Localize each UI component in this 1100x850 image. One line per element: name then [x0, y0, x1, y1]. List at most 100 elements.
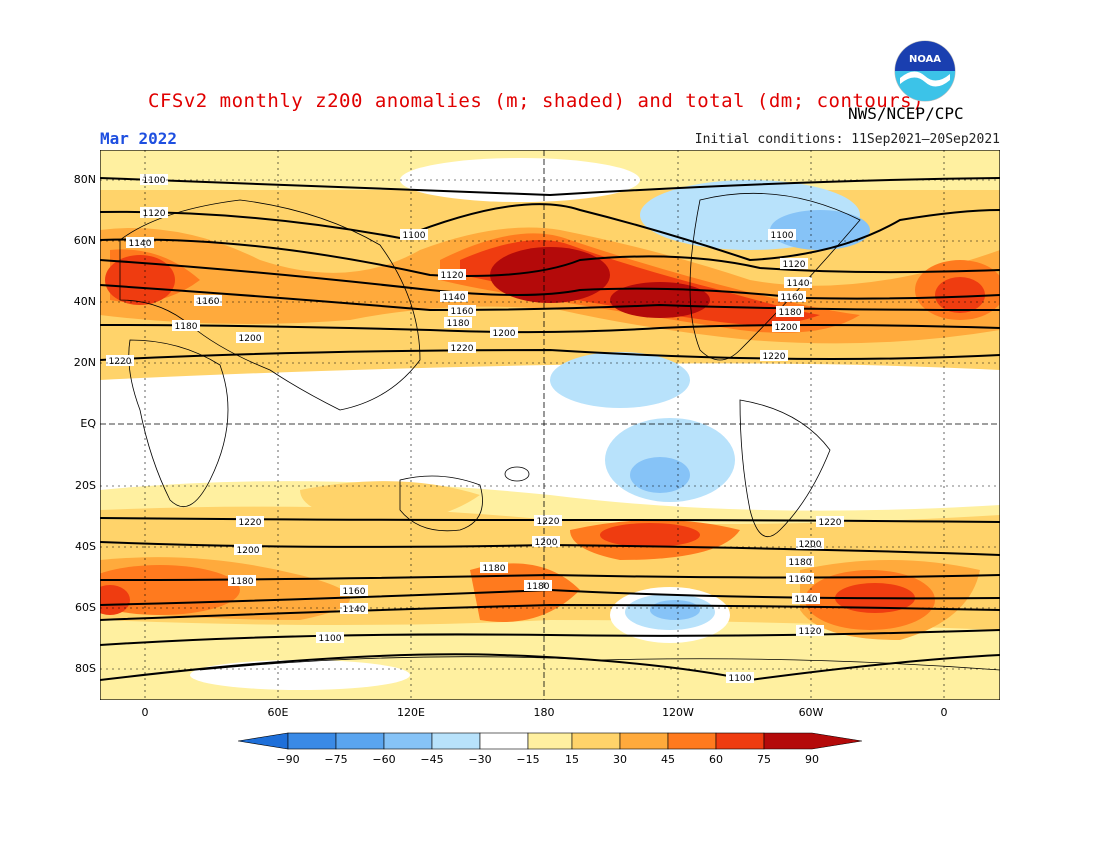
- lat-label: 60S: [75, 601, 96, 614]
- colorbar-tick: 45: [661, 753, 675, 766]
- svg-text:1180: 1180: [447, 319, 470, 329]
- longitude-labels: 0 60E 120E 180 120W 60W 0: [100, 706, 1000, 722]
- contour-label: 1200: [532, 536, 560, 548]
- colorbar-tick: 15: [565, 753, 579, 766]
- lon-label: 120W: [662, 706, 694, 719]
- agency-label: NWS/NCEP/CPC: [848, 104, 964, 123]
- contour-label: 1180: [776, 306, 804, 318]
- lat-label: 20N: [73, 356, 96, 369]
- contour-label: 1140: [784, 277, 812, 289]
- contour-label: 1120: [438, 269, 466, 281]
- contour-label: 1220: [816, 516, 844, 528]
- svg-text:1180: 1180: [175, 322, 198, 332]
- lat-label: 40N: [73, 295, 96, 308]
- colorbar-swatch: [715, 732, 765, 750]
- contour-label: 1180: [480, 562, 508, 574]
- svg-text:1160: 1160: [781, 293, 804, 303]
- colorbar-ticks: −90 −75 −60 −45 −30 −15 15 30 45 60 75 9…: [276, 753, 819, 766]
- lon-label: 0: [940, 706, 948, 719]
- contour-label: 1140: [340, 603, 368, 615]
- colorbar-tick: −45: [420, 753, 443, 766]
- contour-label: 1160: [448, 305, 476, 317]
- colorbar-tick: 90: [805, 753, 819, 766]
- lat-label: EQ: [80, 417, 96, 430]
- svg-text:1220: 1220: [537, 517, 560, 527]
- contour-label: 1120: [796, 625, 824, 637]
- colorbar-tick: −30: [468, 753, 491, 766]
- latitude-labels: 80N 60N 40N 20N EQ 20S 40S 60S 80S: [60, 150, 96, 700]
- colorbar-tick: −90: [276, 753, 299, 766]
- contour-label: 1200: [772, 321, 800, 333]
- anomaly-map: 1100 1120 1140 1160 1180 1200 1220 1100 …: [100, 150, 1000, 700]
- map-title: CFSv2 monthly z200 anomalies (m; shaded)…: [148, 90, 925, 112]
- contour-label: 1180: [524, 580, 552, 592]
- lat-label: 80S: [75, 662, 96, 675]
- initial-conditions: Initial conditions: 11Sep2021–20Sep2021: [694, 132, 1000, 147]
- height-contours: [100, 177, 1000, 682]
- svg-text:1140: 1140: [795, 595, 818, 605]
- svg-text:1120: 1120: [441, 271, 464, 281]
- contour-label: 1100: [400, 229, 428, 241]
- svg-text:1140: 1140: [787, 279, 810, 289]
- contour-label: 1140: [440, 291, 468, 303]
- svg-text:1220: 1220: [451, 344, 474, 354]
- contour-label: 1160: [778, 291, 806, 303]
- contour-label: 1180: [444, 317, 472, 329]
- contour-label: 1140: [792, 593, 820, 605]
- svg-text:1180: 1180: [527, 582, 550, 592]
- colorbar-swatch: [431, 732, 481, 750]
- colorbar-tick: 30: [613, 753, 627, 766]
- contour-label: 1100: [140, 174, 168, 186]
- contour-label: 1100: [768, 229, 796, 241]
- contour-label: 1200: [236, 332, 264, 344]
- colorbar-swatch: [383, 732, 433, 750]
- svg-text:1140: 1140: [343, 605, 366, 615]
- colorbar-tick: 60: [709, 753, 723, 766]
- colorbar-tick: 75: [757, 753, 771, 766]
- colorbar: −90 −75 −60 −45 −30 −15 15 30 45 60 75 9…: [238, 732, 862, 766]
- svg-text:1100: 1100: [771, 231, 794, 241]
- svg-text:1220: 1220: [763, 352, 786, 362]
- colorbar-tick: −60: [372, 753, 395, 766]
- lat-label: 60N: [73, 234, 96, 247]
- contour-label: 1180: [172, 320, 200, 332]
- svg-text:1100: 1100: [403, 231, 426, 241]
- contour-label: 1220: [448, 342, 476, 354]
- contour-label: 1100: [726, 672, 754, 684]
- lon-label: 120E: [397, 706, 425, 719]
- svg-text:1160: 1160: [343, 587, 366, 597]
- contour-label: 1100: [316, 632, 344, 644]
- svg-text:1200: 1200: [535, 538, 558, 548]
- svg-text:1140: 1140: [129, 239, 152, 249]
- contour-label: 1220: [760, 350, 788, 362]
- contour-label: 1220: [106, 355, 134, 367]
- colorbar-swatch: [619, 732, 669, 750]
- lat-label: 20S: [75, 479, 96, 492]
- svg-text:1100: 1100: [143, 176, 166, 186]
- svg-text:1160: 1160: [451, 307, 474, 317]
- colorbar-swatch: [287, 732, 337, 750]
- svg-text:1100: 1100: [319, 634, 342, 644]
- forecast-month: Mar 2022: [100, 129, 178, 148]
- lat-label: 80N: [73, 173, 96, 186]
- svg-text:1140: 1140: [443, 293, 466, 303]
- colorbar-swatch: [479, 732, 529, 750]
- colorbar-swatch: [571, 732, 621, 750]
- svg-text:1180: 1180: [483, 564, 506, 574]
- noaa-logo-icon: NOAA: [894, 40, 956, 102]
- contour-label: 1200: [234, 544, 262, 556]
- contour-labels: 1100 1120 1140 1160 1180 1200 1220 1100 …: [106, 174, 844, 684]
- equator-dateline: [100, 150, 1000, 700]
- contour-label: 1180: [228, 575, 256, 587]
- colorbar-arrow-left: [238, 732, 289, 750]
- lon-label: 180: [533, 706, 555, 719]
- svg-text:1160: 1160: [789, 575, 812, 585]
- contour-label: 1180: [786, 556, 814, 568]
- colorbar-arrow-right: [763, 732, 862, 750]
- contour-label: 1120: [780, 258, 808, 270]
- contour-label: 1160: [786, 573, 814, 585]
- svg-text:1200: 1200: [799, 540, 822, 550]
- svg-text:1220: 1220: [109, 357, 132, 367]
- contour-label: 1200: [796, 538, 824, 550]
- colorbar-swatch: [527, 732, 573, 750]
